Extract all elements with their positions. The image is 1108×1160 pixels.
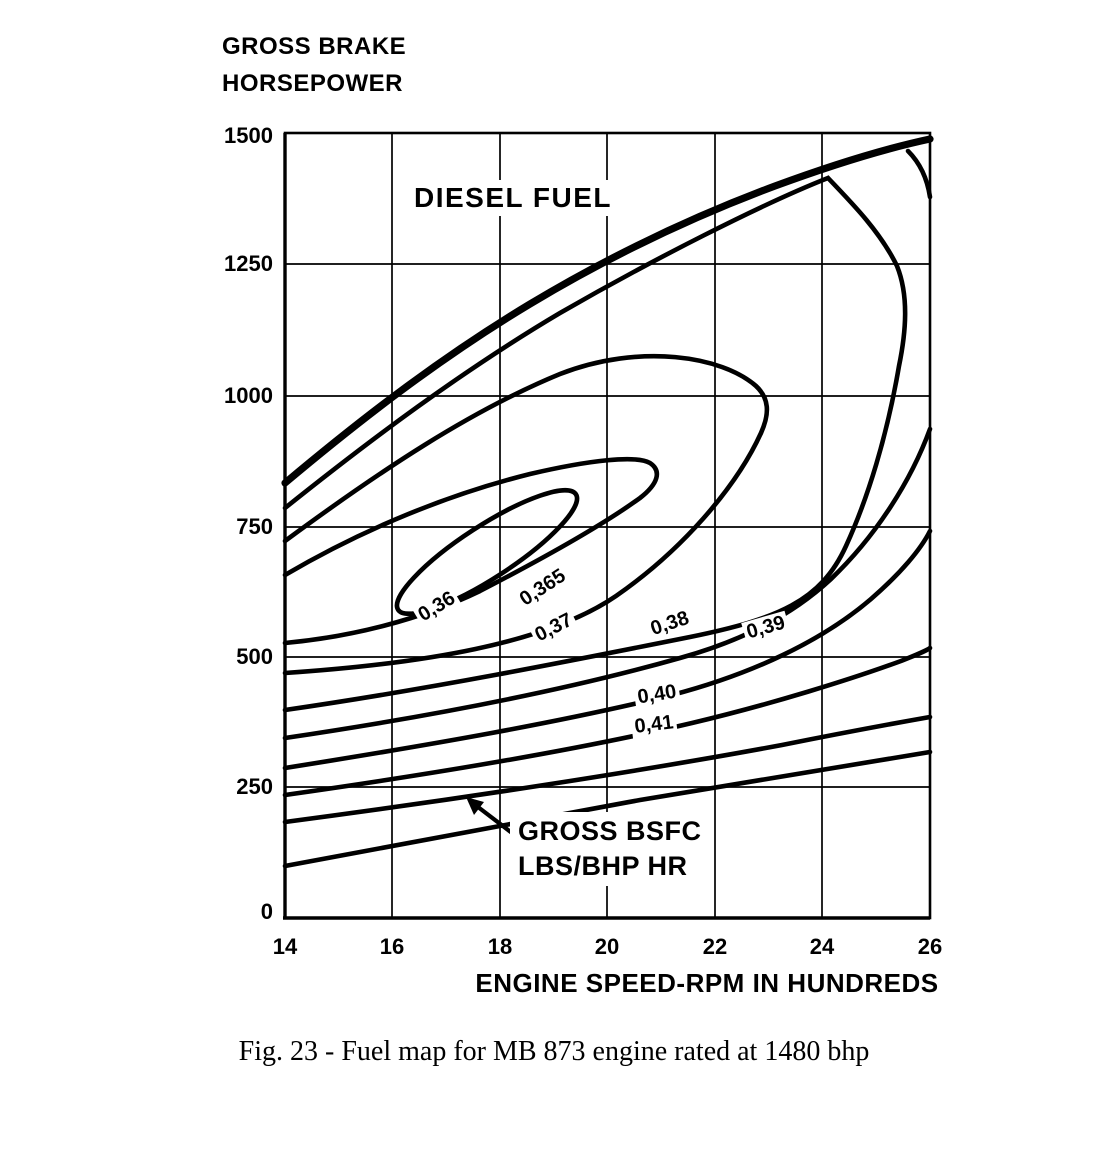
x-tick-26: 26 <box>917 934 943 959</box>
y-tick-1250: 1250 <box>224 251 273 276</box>
annotation-arrow <box>466 797 514 835</box>
full-load-curve <box>281 135 934 487</box>
y-axis-title-line1: GROSS BRAKE <box>222 33 407 60</box>
contour-outer-1 <box>282 714 933 825</box>
y-tick-500: 500 <box>236 644 273 669</box>
x-tick-24: 24 <box>809 934 835 959</box>
bsfc-contour-curves <box>282 148 933 869</box>
contour-0-36 <box>394 487 580 617</box>
bsfc-annotation: GROSS BSFC LBS/BHP HR <box>510 812 710 886</box>
y-tick-1000: 1000 <box>224 383 273 408</box>
diesel-fuel-label: DIESEL FUEL <box>406 180 621 216</box>
y-tick-250: 250 <box>236 774 273 799</box>
y-axis-title: GROSS BRAKE HORSEPOWER <box>222 28 406 102</box>
x-tick-20: 20 <box>594 934 620 959</box>
bsfc-annotation-line2: LBS/BHP HR <box>518 851 688 881</box>
bsfc-annotation-line1: GROSS BSFC <box>518 816 702 846</box>
x-axis-title: ENGINE SPEED-RPM IN HUNDREDS <box>475 968 939 998</box>
contour-0-38 <box>282 175 908 713</box>
y-tick-750: 750 <box>236 514 273 539</box>
y-tick-0: 0 <box>260 899 273 924</box>
contour-0-365 <box>282 456 660 646</box>
contour-0-41 <box>282 645 933 798</box>
contour-0-37 <box>282 353 770 676</box>
contour-0-40 <box>282 528 933 771</box>
x-tick-14: 14 <box>272 934 298 959</box>
contour-0-39 <box>282 426 933 741</box>
contour-corner-sliver <box>905 148 933 200</box>
y-axis-title-line2: HORSEPOWER <box>222 70 404 97</box>
x-tick-22: 22 <box>702 934 728 959</box>
x-tick-18: 18 <box>487 934 513 959</box>
y-tick-1500: 1500 <box>224 123 273 148</box>
figure-caption: Fig. 23 - Fuel map for MB 873 engine rat… <box>238 1036 870 1067</box>
contour-outer-2 <box>282 749 933 869</box>
x-tick-16: 16 <box>379 934 405 959</box>
